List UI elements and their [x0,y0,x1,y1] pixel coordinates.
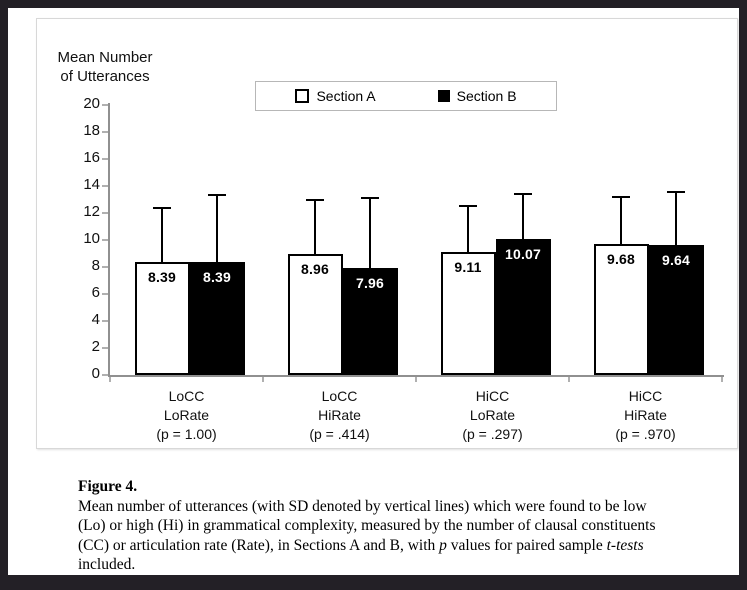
section-a-swatch-icon [295,89,310,103]
caption-text-segment: (CC) or articulation rate (Rate), in Sec… [78,536,440,554]
caption-italic-term: t-tests [606,536,644,554]
y-axis-title-line1: Mean Number [57,49,153,66]
caption-line: included. [78,555,728,575]
caption-line: (CC) or articulation rate (Rate), in Sec… [78,536,728,556]
caption-italic-term: p [439,536,447,554]
caption-text: Mean number of utterances (with SD denot… [78,497,728,575]
figure-label: Figure 4. [78,478,138,495]
legend-item-section-b: Section B [437,88,517,104]
caption-text-segment: (Lo) or high (Hi) in grammatical complex… [78,517,656,534]
caption-line: Mean number of utterances (with SD denot… [78,497,728,517]
legend-item-section-a: Section A [295,88,376,104]
y-axis-title: Mean Number of Utterances [44,48,166,86]
section-b-swatch-icon [437,90,450,102]
figure-caption: Figure 4. Mean number of utterances (wit… [78,477,728,575]
legend: Section A Section B [255,81,557,111]
caption-text-segment: values for paired sample [446,536,607,554]
legend-label-section-a: Section A [316,88,376,104]
y-axis-title-line2: of Utterances [60,68,150,85]
caption-text-segment: Mean number of utterances (with SD denot… [78,497,647,515]
caption-line: (Lo) or high (Hi) in grammatical complex… [78,516,728,536]
legend-label-section-b: Section B [456,88,517,104]
caption-text-segment: included. [78,556,136,573]
